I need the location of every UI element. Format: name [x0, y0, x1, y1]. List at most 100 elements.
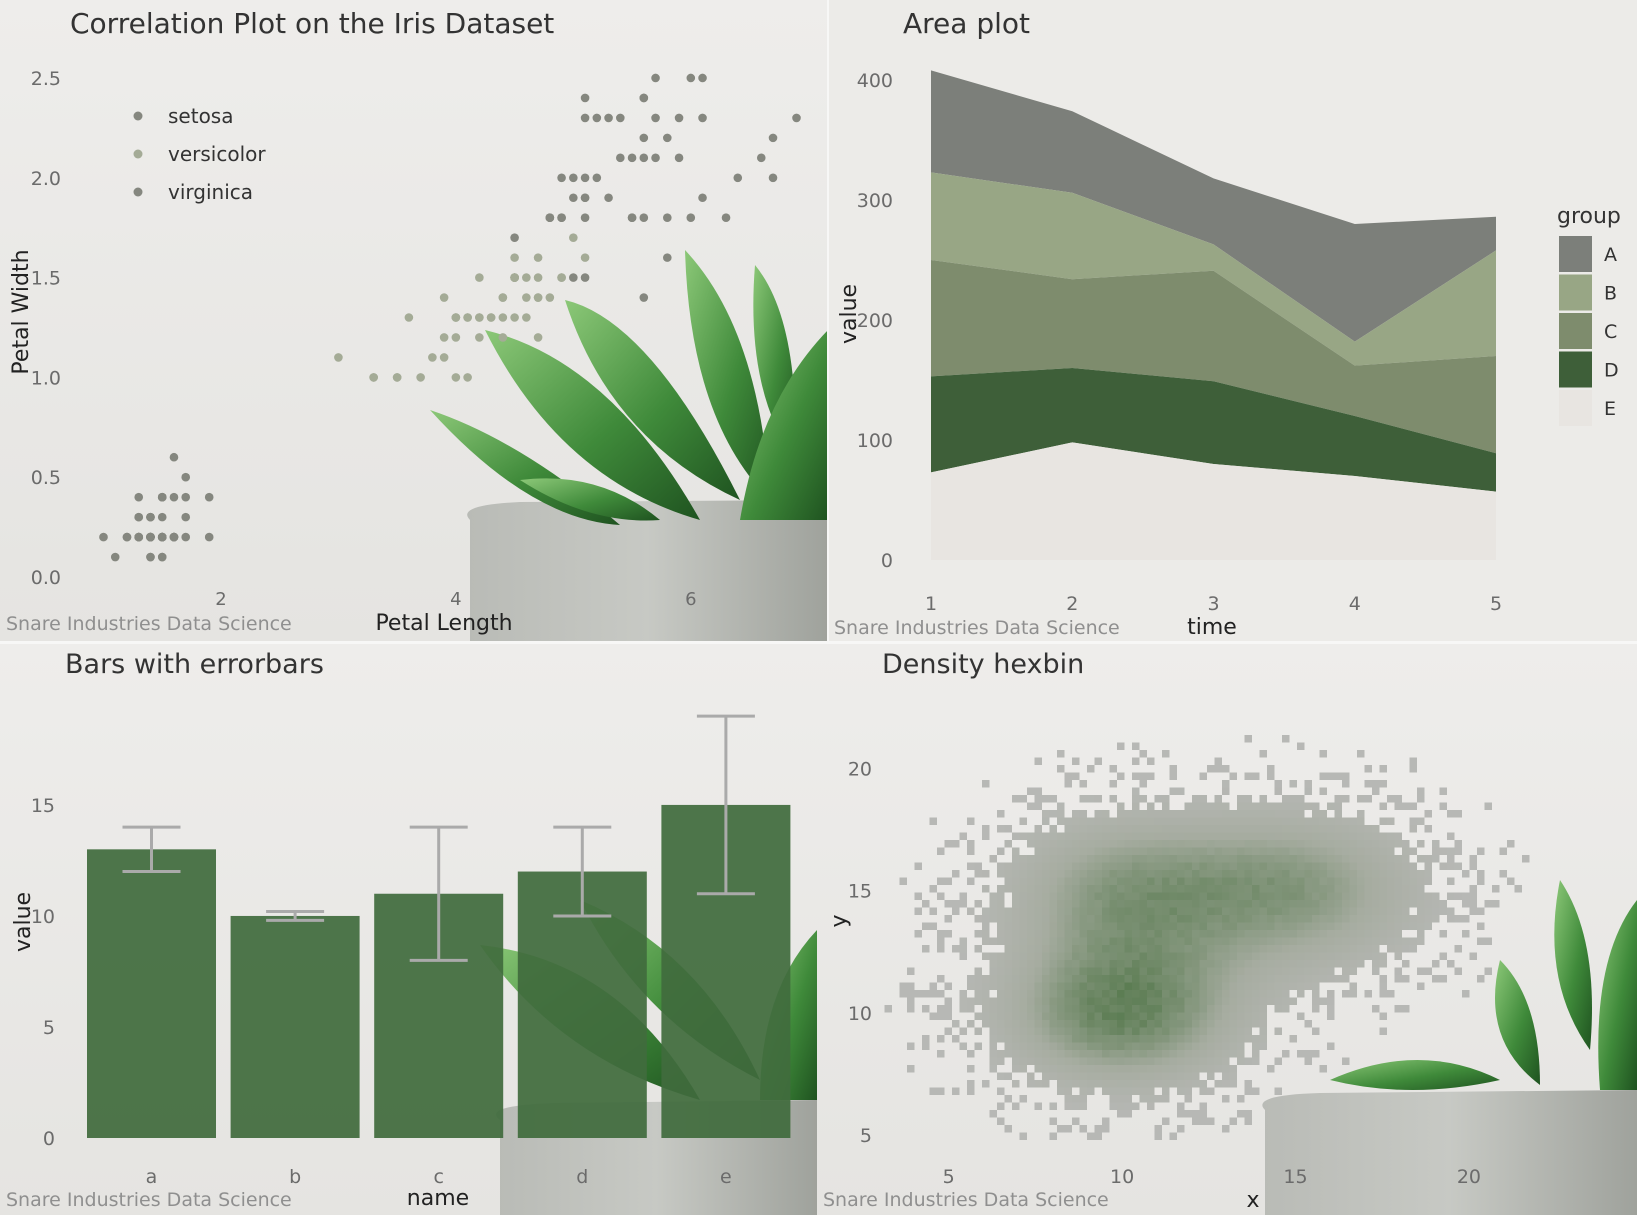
hexbin-cell [1139, 862, 1147, 870]
hexbin-cell [1004, 840, 1012, 848]
hexbin-cell [989, 952, 997, 960]
hexbin-cell [1327, 877, 1335, 885]
hexbin-cell [1064, 900, 1072, 908]
hexbin-cell [1124, 877, 1132, 885]
hexbin-cell [1312, 907, 1320, 915]
hexbin-cell [1304, 825, 1312, 833]
hexbin-cell [1289, 810, 1297, 818]
hexbin-cell [1139, 975, 1147, 983]
hexbin-cell [1124, 810, 1132, 818]
hexbin-cell [1379, 832, 1387, 840]
hexbin-cell [1379, 840, 1387, 848]
hexbin-cell [1237, 795, 1245, 803]
hexbin-cell [1034, 982, 1042, 990]
hexbin-cell [1034, 1102, 1042, 1110]
hexbin-cell [1364, 847, 1372, 855]
hexbin-cell [1237, 1095, 1245, 1103]
hexbin-cell [1184, 907, 1192, 915]
hexbin-cell [1139, 1042, 1147, 1050]
hexbin-cell [1229, 772, 1237, 780]
hexbin-cell [1162, 750, 1170, 758]
hexbin-cell [982, 825, 990, 833]
hexbin-cell [1109, 937, 1117, 945]
hexbin-cell [1439, 787, 1447, 795]
hexbin-cell [1117, 900, 1125, 908]
hexbin-cell [1252, 855, 1260, 863]
hexbin-cell [1087, 1027, 1095, 1035]
hexbin-cell [1109, 840, 1117, 848]
hexbin-cell [1042, 967, 1050, 975]
hexbin-cell [1049, 1057, 1057, 1065]
hexbin-cell [1372, 840, 1380, 848]
hexbin-cell [1312, 1027, 1320, 1035]
hexbin-cell [967, 1005, 975, 1013]
hexbin-cell [974, 870, 982, 878]
hexbin-cell [1409, 847, 1417, 855]
scatter-point-versicolor [498, 313, 508, 322]
hexbin-cell [1154, 1072, 1162, 1080]
hexbin-cell [1439, 907, 1447, 915]
hexbin-cell [1214, 937, 1222, 945]
hexbin-cell [974, 1027, 982, 1035]
hexbin-cell [1252, 930, 1260, 938]
hexbin-cell [1139, 937, 1147, 945]
hexbin-cell [1072, 930, 1080, 938]
hexbin-cell [1387, 847, 1395, 855]
hexbin-cell [1312, 937, 1320, 945]
hexbin-cell [1267, 862, 1275, 870]
hexbin-cell [1139, 1095, 1147, 1103]
hexbin-cell [1312, 967, 1320, 975]
bars-y-tick-label: 15 [31, 795, 55, 817]
hexbin-cell [1042, 952, 1050, 960]
hexbin-cell [1034, 870, 1042, 878]
hexbin-cell [1282, 945, 1290, 953]
hexbin-cell [1199, 990, 1207, 998]
hexbin-cell [1222, 915, 1230, 923]
hexbin-cell [1244, 795, 1252, 803]
hexbin-cell [1132, 1102, 1140, 1110]
hexbin-cell [1057, 960, 1065, 968]
hexbin-cell [1132, 840, 1140, 848]
hexbin-cell [952, 945, 960, 953]
hexbin-cell [1357, 870, 1365, 878]
bars-group [87, 714, 791, 1138]
hexbin-cell [1237, 945, 1245, 953]
hexbin-cell [1372, 892, 1380, 900]
hexbin-cell [1042, 1020, 1050, 1028]
hexbin-cell [1267, 952, 1275, 960]
hexbin-cell [997, 900, 1005, 908]
hexbin-cell [1057, 817, 1065, 825]
hexbin-cell [1282, 907, 1290, 915]
hexbin-cell [1297, 922, 1305, 930]
hexbin-cell [1207, 982, 1215, 990]
hexbin-cell [1184, 982, 1192, 990]
hexbin-cell [1192, 982, 1200, 990]
hexbin-cell [1109, 1035, 1117, 1043]
hexbin-cell [1184, 915, 1192, 923]
hexbin-cell [967, 1050, 975, 1058]
scatter-x-axis-label: Petal Length [375, 611, 512, 636]
hexbin-cell [989, 855, 997, 863]
hexbin-cell [1019, 1132, 1027, 1140]
hexbin-cell [1192, 817, 1200, 825]
hexbin-x-axis: 5 10 15 20 [943, 1166, 1481, 1188]
hexbin-cell [1394, 862, 1402, 870]
hexbin-cell [1124, 1102, 1132, 1110]
hexbin-cell [997, 1012, 1005, 1020]
hexbin-cell [1154, 1012, 1162, 1020]
hexbin-cell [1244, 945, 1252, 953]
hexbin-cell [1207, 1035, 1215, 1043]
hexbin-cell [1004, 975, 1012, 983]
hexbin-cell [1049, 1005, 1057, 1013]
hexbin-cell [1124, 817, 1132, 825]
area-x-tick-label: 5 [1490, 593, 1502, 615]
scatter-point-versicolor [404, 313, 414, 322]
hexbin-cell [1132, 847, 1140, 855]
hexbin-cell [1372, 922, 1380, 930]
hexbin-cell [1042, 795, 1050, 803]
scatter-point-setosa [134, 512, 144, 522]
hexbin-cell [1072, 810, 1080, 818]
hexbin-cell [1267, 975, 1275, 983]
hexbin-cell [1177, 1080, 1185, 1088]
bars-y-tick-label: 10 [31, 906, 55, 928]
